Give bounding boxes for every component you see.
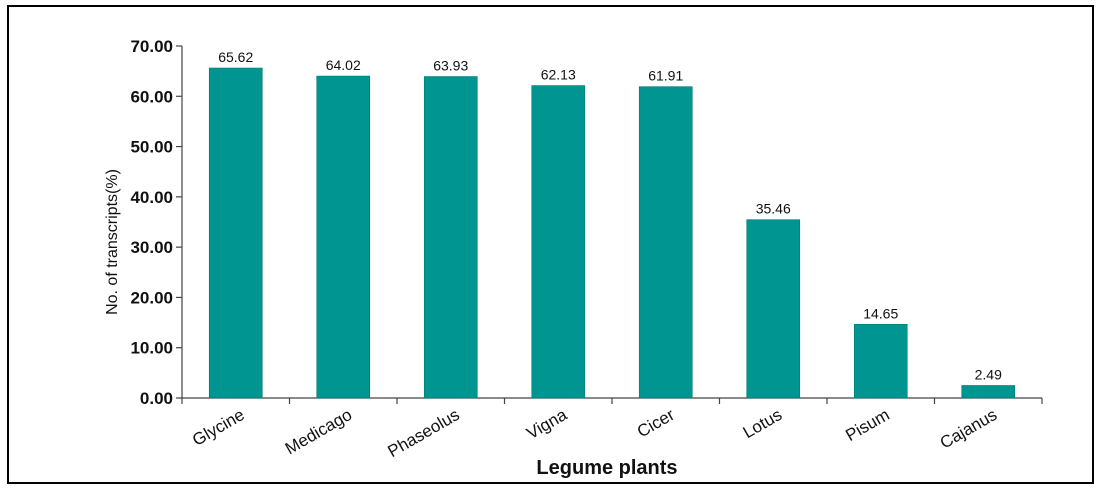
bar-lotus [746,219,801,399]
x-tick-label: Cajanus [937,405,1001,453]
bar-cajanus [961,385,1016,399]
y-axis-title: No. of transcripts(%) [104,169,121,315]
y-tick-label: 10.00 [130,339,173,358]
axes [181,46,1042,399]
y-tick-label: 70.00 [130,37,173,56]
bar-chart: 0.0010.0020.0030.0040.0050.0060.0070.00 … [104,37,1043,479]
y-axis-ticks: 0.00 10.00 20.00 30.00 40.00 50.00 60.00 70.00 [130,37,182,408]
y-tick-label: 60.00 [130,87,173,106]
chart-frame: 0.00 10.00 20.00 30.00 40.00 50.00 60.00 70.00 … [7,5,1094,484]
data-label: 62.13 [541,67,576,83]
x-axis-labels: Glycine Medicago Phaseolus Vigna Cicer Lotus P… [181,398,1043,461]
y-tick-label: 20.00 [130,288,173,307]
bar-medicago [316,75,371,399]
data-label: 65.62 [218,49,253,65]
data-label: 63.93 [433,58,468,74]
data-label: 64.02 [326,57,361,73]
bar-pisum [853,324,908,399]
data-label: 2.49 [975,366,1002,382]
y-tick-label: 0.00 [140,389,173,408]
x-tick-label: Lotus [740,405,786,442]
bar-cicer [638,86,693,399]
y-tick-label: 30.00 [130,238,173,257]
bar-phaseolus [423,76,478,399]
x-axis-title: Legume plants [536,457,677,479]
data-label: 35.46 [756,201,791,217]
x-tick-label: Pisum [842,405,892,445]
bar-glycine [208,67,263,399]
data-labels: 65.62 64.02 63.93 62.13 61.91 35.46 14.65 2.49 [218,49,1002,382]
data-label: 14.65 [863,305,898,321]
data-label: 61.91 [648,68,683,84]
y-tick-label: 50.00 [130,138,173,157]
x-tick-label: Glycine [189,405,248,450]
x-tick-label: Cicer [634,405,678,441]
bars [208,67,1016,399]
x-tick-label: Medicago [282,405,355,458]
y-tick-label: 40.00 [130,188,173,207]
x-tick-label: Vigna [523,405,570,443]
bar-vigna [531,85,586,399]
x-tick-label: Phaseolus [384,405,462,461]
